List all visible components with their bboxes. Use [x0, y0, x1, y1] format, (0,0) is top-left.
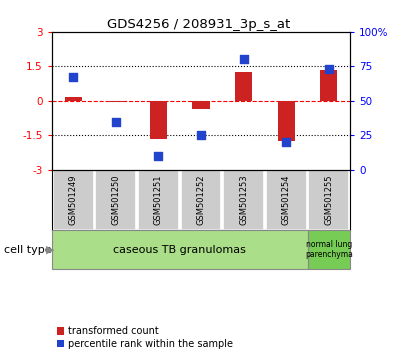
Text: GSM501253: GSM501253 [239, 175, 248, 225]
Bar [64, 97, 82, 101]
Text: GSM501251: GSM501251 [154, 175, 163, 225]
Point [113, 119, 119, 125]
Point [155, 153, 162, 159]
Text: GSM501252: GSM501252 [197, 175, 205, 225]
Bar [138, 170, 179, 230]
Bar [193, 101, 209, 109]
Bar [320, 70, 338, 101]
Bar [181, 170, 221, 230]
Bar [53, 170, 94, 230]
Text: ▶: ▶ [46, 245, 54, 255]
Text: caseous TB granulomas: caseous TB granulomas [113, 245, 246, 255]
Bar [278, 101, 295, 141]
Bar [107, 101, 124, 102]
Legend: transformed count, percentile rank within the sample: transformed count, percentile rank withi… [57, 326, 233, 349]
Bar [223, 170, 264, 230]
Point [198, 132, 204, 138]
Text: GSM501250: GSM501250 [111, 175, 120, 225]
Point [70, 75, 76, 80]
Bar [52, 230, 308, 269]
Bar [266, 170, 307, 230]
Bar [95, 170, 136, 230]
Text: cell type: cell type [4, 245, 52, 255]
Text: GSM501249: GSM501249 [68, 175, 78, 225]
Bar [308, 230, 350, 269]
Text: GSM501255: GSM501255 [324, 175, 334, 225]
Bar [308, 170, 349, 230]
Point [326, 66, 332, 72]
Text: GDS4256 / 208931_3p_s_at: GDS4256 / 208931_3p_s_at [107, 18, 291, 31]
Text: normal lung
parenchyma: normal lung parenchyma [305, 240, 353, 259]
Bar [235, 72, 252, 101]
Bar [150, 101, 167, 139]
Point [240, 57, 247, 62]
Text: GSM501254: GSM501254 [282, 175, 291, 225]
Point [283, 139, 289, 145]
